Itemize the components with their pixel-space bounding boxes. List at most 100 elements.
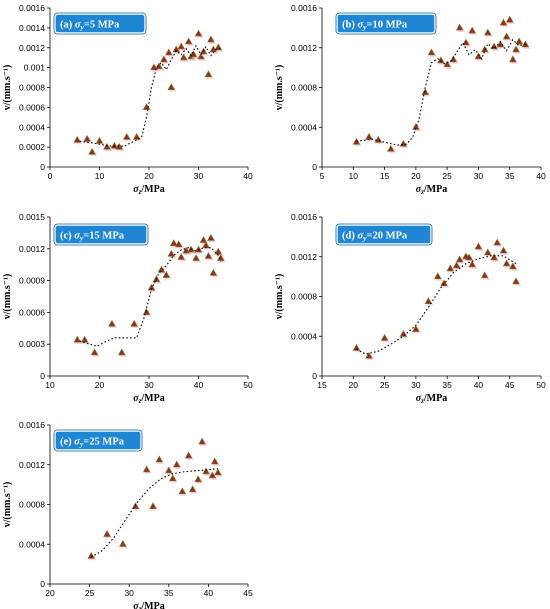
data-point — [499, 18, 508, 26]
data-point — [502, 32, 511, 40]
data-point — [427, 48, 436, 56]
y-axis-title: v/(mm.s⁻¹) — [274, 65, 285, 111]
x-tick-label: 30 — [194, 171, 204, 181]
x-tick-label: 40 — [204, 588, 214, 598]
x-tick-label: 10 — [349, 171, 359, 181]
data-point — [83, 134, 91, 142]
data-point — [365, 351, 373, 359]
x-tick-label: 30 — [144, 380, 154, 390]
data-point — [73, 135, 81, 143]
y-tick-label: 0.001 — [24, 63, 46, 73]
data-point — [162, 271, 171, 278]
data-point — [421, 88, 430, 95]
data-point — [433, 272, 442, 280]
data-point — [202, 467, 210, 475]
y-axis-title: v/(mm.s⁻¹) — [2, 274, 13, 320]
data-point — [194, 29, 203, 37]
data-point — [165, 48, 173, 56]
x-tick-label: 40 — [474, 380, 484, 390]
y-tick-label: 0 — [40, 579, 45, 589]
panel-b: 0 0.0004 0.0008 0.0012 0.0016 5 10 15 20 25 30 35 40… — [274, 3, 546, 196]
data-point — [509, 262, 517, 270]
x-tick-label: 20 — [349, 380, 359, 390]
data-point — [380, 333, 389, 341]
y-tick-label: 0.0015 — [19, 212, 45, 222]
panel-c: 0 0.0003 0.0006 0.0009 0.0012 0.0015 10 20 30 40 5… — [2, 212, 253, 405]
x-tick-label: 40 — [243, 171, 253, 181]
y-tick-label: 0.0008 — [19, 500, 45, 510]
y-tick-label: 0.0012 — [291, 43, 317, 53]
data-point — [468, 260, 476, 268]
data-point — [167, 83, 176, 91]
data-point — [147, 283, 156, 291]
y-tick-label: 0.0008 — [19, 83, 45, 93]
data-point — [122, 132, 131, 140]
data-point — [502, 259, 511, 267]
y-tick-label: 0.0004 — [19, 539, 45, 549]
panel-d: 0 0.0004 0.0008 0.0012 0.0016 15 20 25 30 35 40 45 5… — [274, 212, 546, 405]
panel-label-badge: (d) σy=20 MPa — [335, 223, 433, 246]
y-axis-title: v/(mm.s⁻¹) — [274, 274, 285, 320]
data-point — [440, 279, 448, 287]
trend-line — [356, 38, 526, 146]
data-point — [184, 37, 193, 45]
data-point — [443, 60, 451, 68]
x-tick-label: 45 — [243, 588, 253, 598]
data-point — [192, 254, 200, 261]
data-point — [174, 240, 183, 248]
trend-line — [79, 44, 221, 147]
x-axis-title: σz/MPa — [133, 184, 164, 196]
data-point — [387, 144, 395, 152]
data-point — [87, 551, 95, 559]
y-tick-label: 0.0008 — [291, 292, 317, 302]
data-point — [110, 141, 119, 149]
y-tick-label: 0.0012 — [19, 460, 45, 470]
y-tick-label: 0.0008 — [291, 83, 317, 93]
panel-label-text: (b) σy=10 MPa — [342, 20, 408, 32]
y-tick-label: 0.0014 — [19, 23, 45, 33]
data-point — [512, 45, 520, 53]
data-point — [198, 437, 206, 445]
data-point — [452, 261, 461, 269]
data-point — [204, 70, 213, 78]
x-tick-label: 30 — [124, 588, 134, 598]
x-tick-label: 50 — [536, 380, 546, 390]
x-tick-label: 45 — [505, 380, 515, 390]
data-point — [468, 26, 476, 34]
data-point — [90, 348, 99, 356]
y-tick-label: 0 — [312, 371, 317, 381]
panel-label-badge: (c) σy=15 MPa — [53, 223, 149, 246]
data-point — [207, 35, 215, 43]
data-point — [207, 233, 215, 241]
y-tick-label: 0.0016 — [291, 212, 317, 222]
y-tick-label: 0.0016 — [291, 3, 317, 13]
x-tick-label: 5 — [320, 171, 325, 181]
x-tick-label: 20 — [45, 588, 55, 598]
y-tick-label: 0.0002 — [19, 142, 45, 152]
data-point — [455, 255, 464, 263]
data-point — [462, 38, 470, 46]
y-axis-title: v/(mm.s⁻¹) — [2, 482, 13, 528]
x-tick-label: 40 — [536, 171, 546, 181]
data-point — [178, 487, 187, 495]
data-point — [446, 264, 455, 272]
y-tick-label: 0 — [40, 371, 45, 381]
data-point — [465, 253, 473, 261]
panel-label-text: (d) σy=20 MPa — [342, 231, 408, 243]
x-tick-label: 25 — [85, 588, 95, 598]
x-tick-label: 40 — [194, 380, 204, 390]
data-point — [165, 466, 173, 474]
data-point — [352, 343, 361, 351]
data-point — [155, 455, 164, 463]
y-tick-label: 0.0004 — [19, 122, 45, 132]
x-tick-label: 20 — [411, 171, 421, 181]
data-point — [160, 55, 168, 63]
x-tick-label: 10 — [45, 380, 55, 390]
data-point — [179, 53, 188, 61]
data-point — [142, 465, 151, 473]
x-tick-label: 35 — [442, 380, 452, 390]
data-point — [493, 238, 501, 246]
x-tick-label: 25 — [380, 380, 390, 390]
panel-label-badge: (a) σy=5 MPa — [53, 12, 147, 35]
data-point — [480, 271, 489, 279]
